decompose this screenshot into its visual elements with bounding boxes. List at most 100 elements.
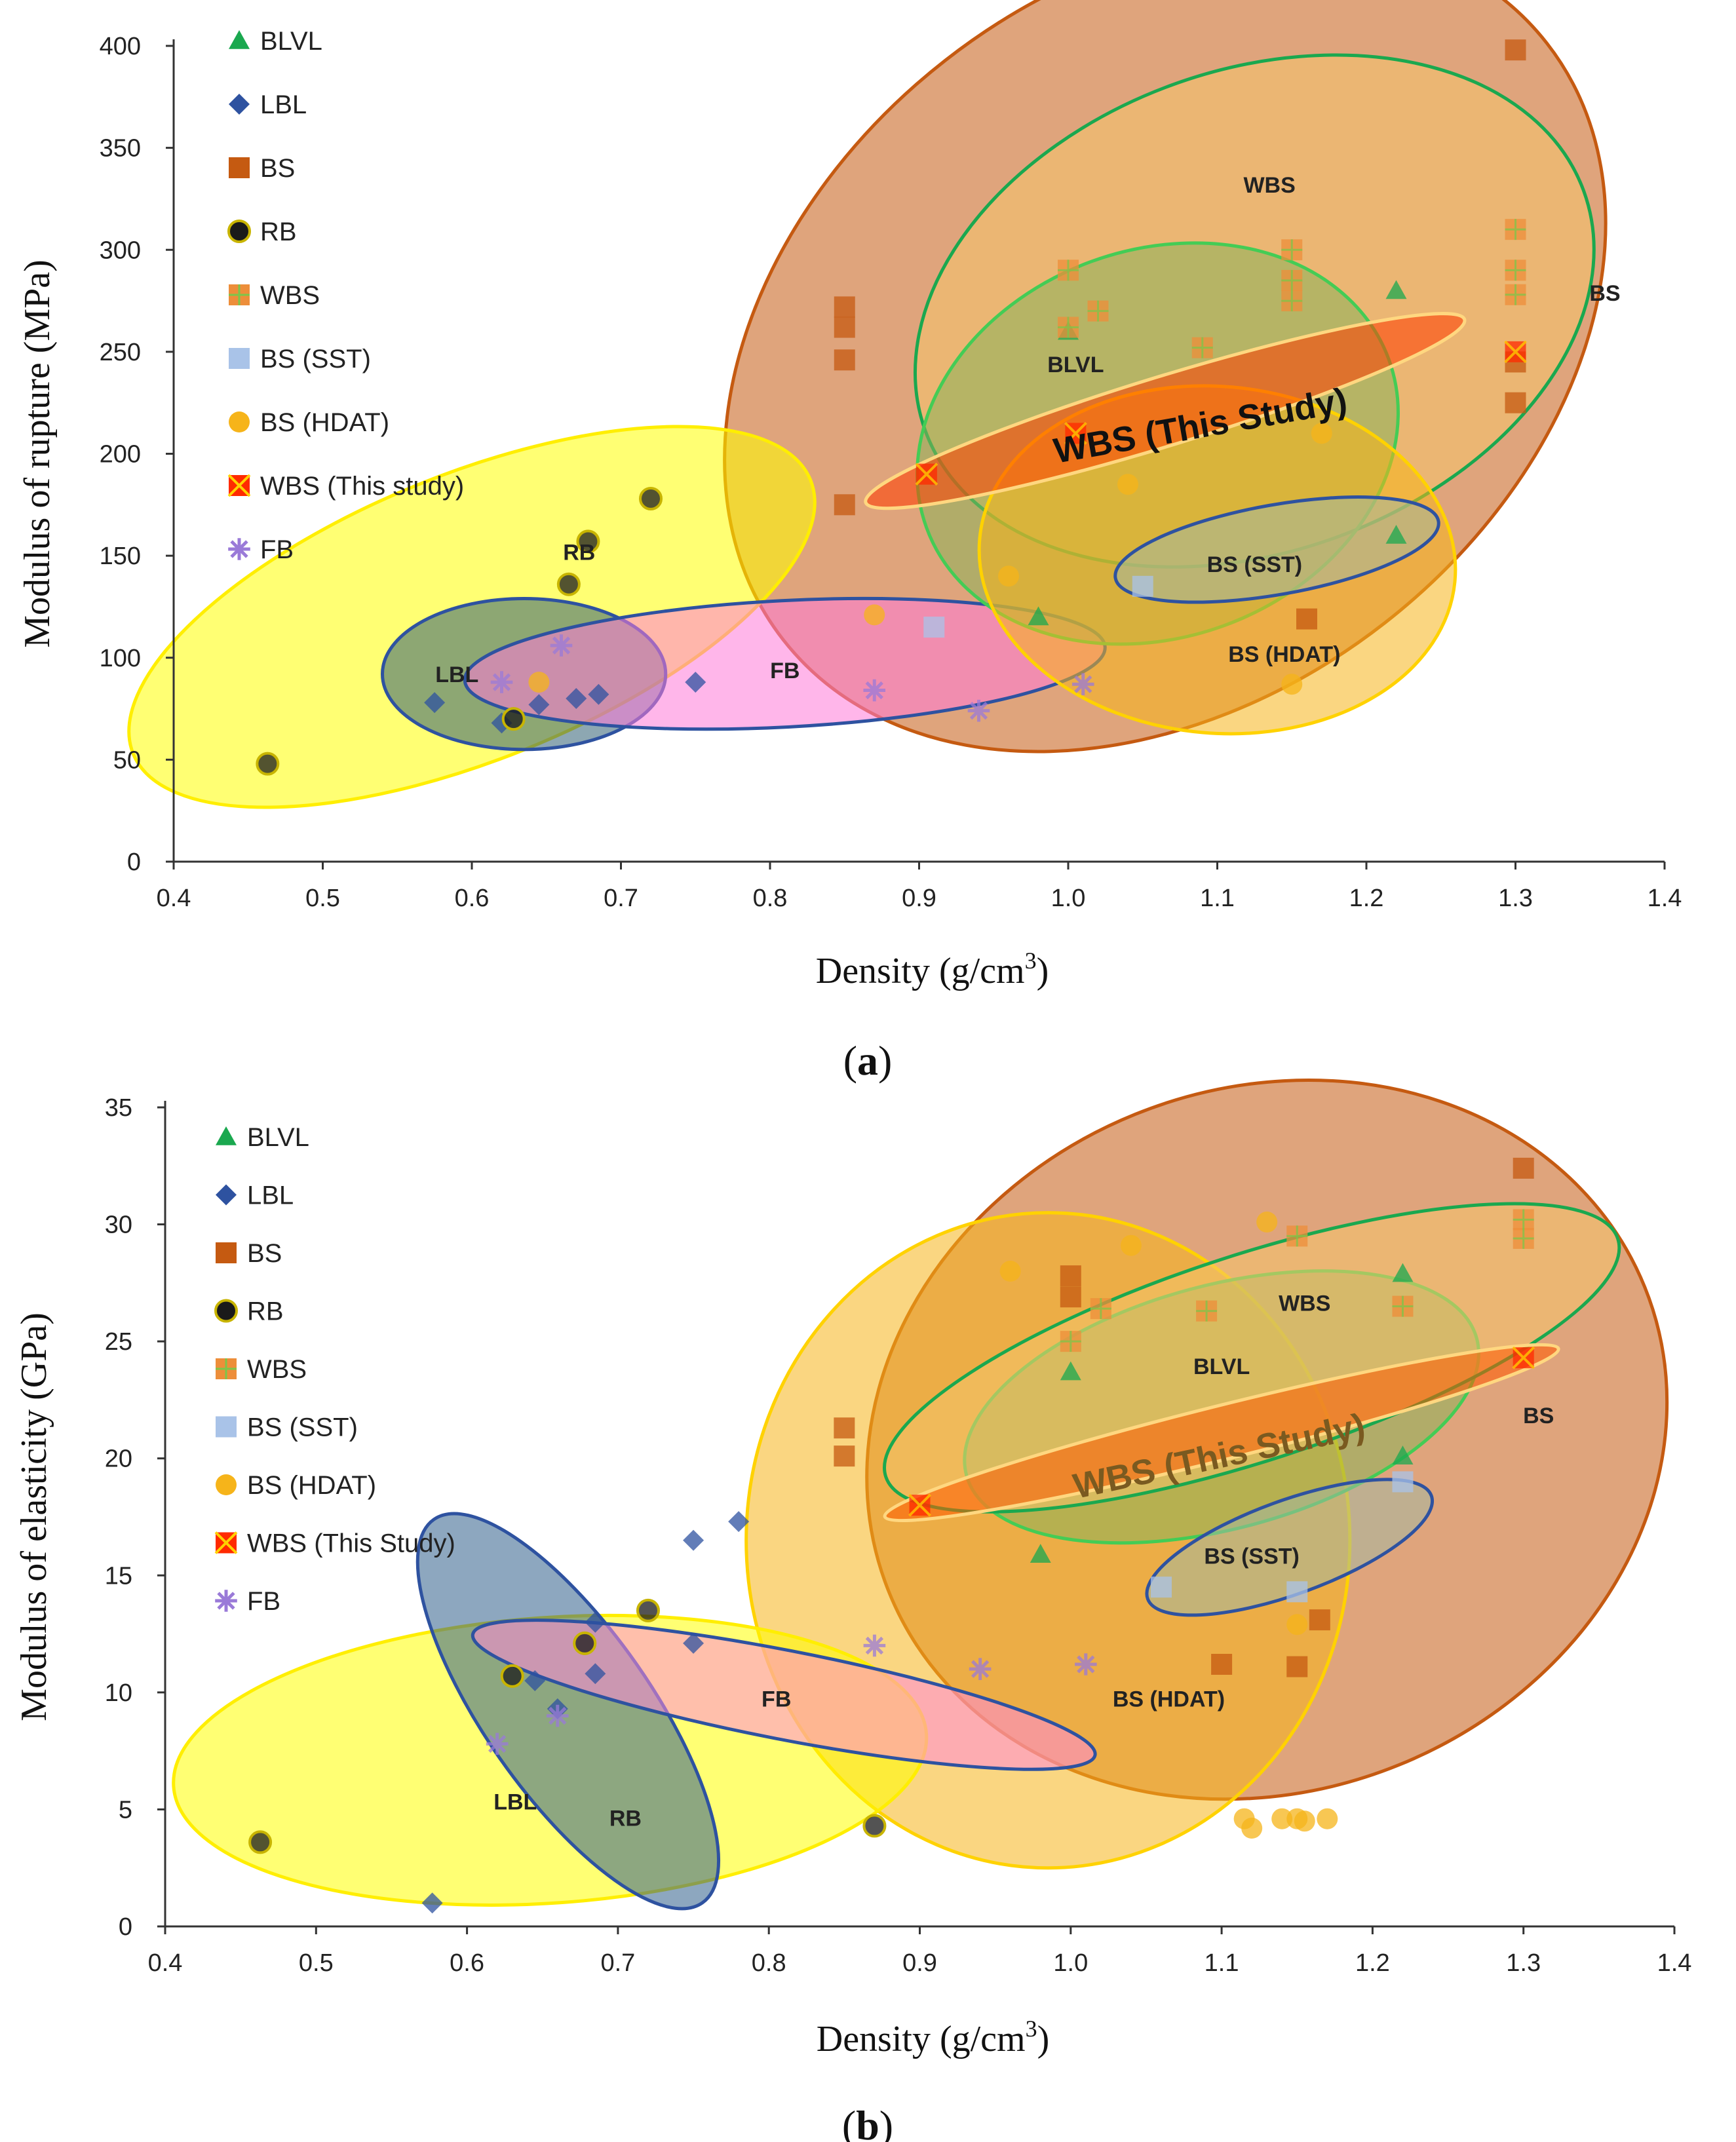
data-point-fb	[490, 671, 513, 693]
data-point-wbs	[1505, 284, 1526, 305]
legend-label-wbs: WBS	[260, 281, 320, 310]
data-point-fb	[967, 699, 990, 722]
data-point-bshdat	[999, 1261, 1021, 1282]
data-point-bshdat	[1256, 1212, 1278, 1233]
point-layer	[256, 39, 1527, 776]
data-point-lbl	[585, 1663, 606, 1685]
x-tick-label: 0.7	[604, 885, 638, 912]
data-point-wbs	[1058, 259, 1079, 281]
legend-marker-wbsts	[227, 474, 251, 497]
data-point-bshdat	[1271, 1808, 1293, 1829]
data-point-bssst	[923, 617, 945, 638]
x-tick-label: 0.8	[753, 885, 788, 912]
data-point-rb	[501, 707, 526, 731]
legend-label-fb: FB	[247, 1587, 280, 1616]
data-point-bshdat	[998, 565, 1019, 587]
data-point-bssst	[1132, 575, 1153, 597]
point-layer	[248, 1157, 1535, 1914]
y-tick-label: 5	[119, 1796, 132, 1824]
x-tick-label: 1.0	[1051, 885, 1086, 912]
data-point-blvl	[1030, 1544, 1051, 1563]
legend-marker-bssst	[216, 1416, 237, 1438]
data-point-rb	[500, 1664, 524, 1688]
data-point-blvl	[1028, 606, 1049, 626]
legend-marker-blvl	[229, 30, 250, 49]
x-tick-label: 1.2	[1349, 885, 1384, 912]
legend: BLVL LBL BS RB WBS BS (SST) BS (HDAT) WBS (This…	[227, 27, 464, 564]
region-lbl-label: LBL	[435, 662, 478, 687]
y-tick-label: 15	[105, 1562, 132, 1590]
region-rb-label: RB	[563, 540, 595, 565]
legend-label-rb: RB	[260, 218, 297, 246]
data-point-wbs	[1060, 1331, 1081, 1352]
data-point-rb	[256, 752, 280, 776]
x-axis-title: Density (g/cm3)	[816, 947, 1049, 991]
legend-label-lbl: LBL	[247, 1181, 294, 1210]
data-point-bs	[1060, 1265, 1081, 1287]
data-point-wbs	[1087, 300, 1109, 322]
data-point-rb	[573, 1631, 597, 1655]
y-axis-title: Modulus of elasticity (GPa)	[14, 1312, 54, 1721]
data-point-wbs	[1281, 269, 1303, 291]
data-point-bs	[1211, 1654, 1233, 1675]
region-wbs-label: WBS	[1243, 173, 1295, 198]
legend-label-fb: FB	[260, 535, 294, 564]
data-point-wbs	[1505, 259, 1526, 281]
region-rb-label: RB	[609, 1806, 642, 1831]
y-tick-label: 350	[100, 135, 141, 163]
legend-label-bs: BS	[247, 1239, 282, 1268]
data-point-lbl	[528, 694, 550, 716]
region-sst-label: BS (SST)	[1204, 1544, 1299, 1569]
y-tick-label: 200	[100, 441, 141, 469]
region-lbl-label: LBL	[493, 1789, 537, 1814]
data-point-blvl	[1060, 1361, 1081, 1381]
data-point-wbsts	[1512, 1346, 1535, 1369]
data-point-bs	[1296, 608, 1317, 630]
y-tick-label: 25	[105, 1328, 132, 1356]
x-tick-label: 0.7	[600, 1949, 635, 1977]
y-tick-label: 250	[100, 339, 141, 366]
legend-marker-wbsts	[214, 1531, 238, 1554]
x-tick-label: 0.9	[902, 1949, 937, 1977]
region-hdat-label: BS (HDAT)	[1113, 1687, 1225, 1712]
legend-marker-rb	[227, 220, 251, 243]
legend-label-lbl: LBL	[260, 90, 307, 119]
region-bs-label: BS	[1589, 281, 1620, 306]
data-point-bshdat	[1241, 1818, 1263, 1839]
region-fb-label: FB	[762, 1687, 791, 1712]
legend-label-wbs: WBS	[247, 1355, 307, 1384]
data-point-rb	[636, 1598, 660, 1622]
data-point-lbl	[566, 688, 587, 709]
y-tick-label: 0	[119, 1913, 132, 1941]
data-point-lbl	[683, 1529, 704, 1551]
x-tick-label: 0.4	[157, 885, 191, 912]
legend-label-blvl: BLVL	[247, 1123, 309, 1152]
legend-marker-fb	[215, 1590, 237, 1612]
x-tick-label: 1.3	[1506, 1949, 1541, 1977]
data-point-wbs	[1513, 1228, 1534, 1249]
data-point-bs	[1513, 1157, 1534, 1179]
x-tick-label: 1.1	[1205, 1949, 1239, 1977]
y-tick-label: 300	[100, 237, 141, 264]
legend-marker-blvl	[216, 1126, 237, 1145]
x-tick-label: 0.6	[450, 1949, 484, 1977]
legend-label-bs: BS	[260, 154, 295, 183]
panel-b-chart: BS BS (HDAT) RB LBL FB BLVL WBS WBS (This Study…	[14, 1079, 1691, 2142]
data-point-wbsts	[908, 1493, 931, 1517]
region-bs-label: BS	[1523, 1404, 1554, 1428]
data-point-lbl	[424, 692, 446, 714]
legend-label-wbsts: WBS (This Study)	[247, 1529, 455, 1558]
data-point-fb	[863, 1634, 886, 1657]
legend-label-bssst: BS (SST)	[247, 1413, 358, 1442]
data-point-bshdat	[1117, 474, 1138, 495]
x-axis-title: Density (g/cm3)	[817, 2016, 1049, 2059]
panel-a-chart: BS RB LBL FB WBS BLVL BS (HDAT) BS (SST) WBS (Th…	[17, 0, 1682, 1084]
data-point-bshdat	[1120, 1234, 1142, 1256]
data-point-fb	[486, 1732, 509, 1755]
data-point-wbsts	[1064, 421, 1087, 445]
region-wbs-ts	[883, 1343, 1560, 1523]
data-point-bs	[834, 316, 855, 338]
data-point-rb	[248, 1830, 273, 1854]
data-point-bshdat	[1294, 1810, 1315, 1832]
